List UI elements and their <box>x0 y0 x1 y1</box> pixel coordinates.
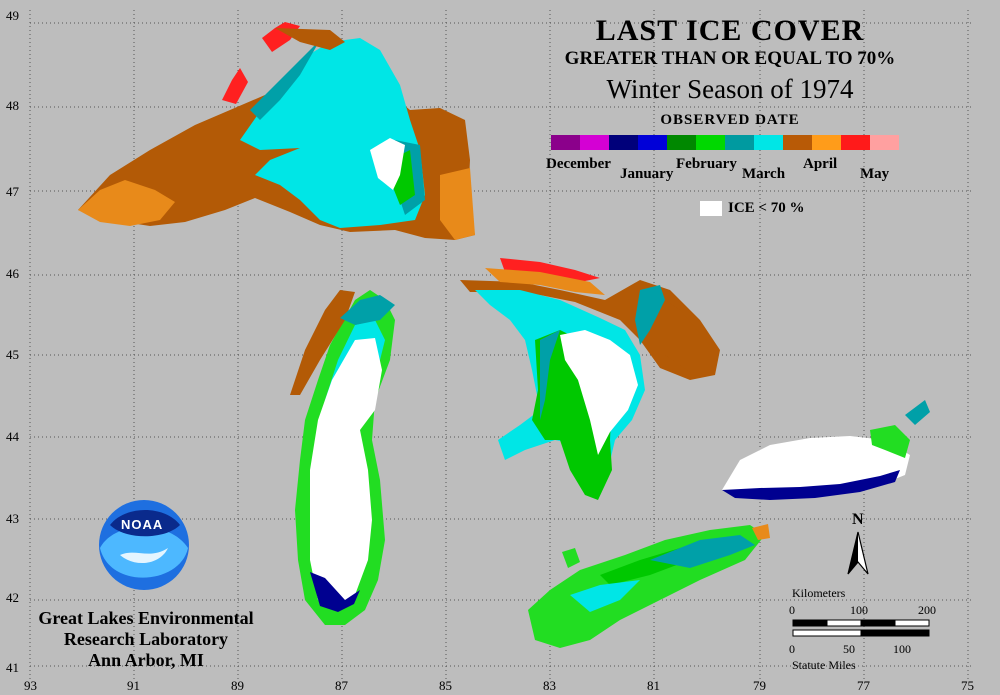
lon-label: 87 <box>335 678 348 693</box>
legend-month-march: March <box>742 166 786 182</box>
superior-white <box>370 138 405 190</box>
graticule <box>29 10 972 680</box>
lon-label: 81 <box>647 678 660 693</box>
lon-label: 93 <box>24 678 37 693</box>
ontario-navy <box>722 470 900 500</box>
legend-swatch <box>609 135 638 150</box>
lat-label: 44 <box>6 429 19 444</box>
lat-label: 42 <box>6 590 19 605</box>
lat-label: 43 <box>6 511 19 526</box>
scale-mi-label: Statute Miles <box>792 658 856 672</box>
lon-label: 91 <box>127 678 140 693</box>
map-season: Winter Season of 1974 <box>606 74 854 104</box>
org-line-3: Ann Arbor, MI <box>88 650 204 670</box>
georgian-bay-teal <box>635 285 665 345</box>
legend-month-february: February <box>676 156 737 172</box>
superior-red-nw <box>222 68 248 104</box>
legend-swatch <box>580 135 609 150</box>
michigan-teal <box>340 295 395 325</box>
scale-km-tick: 200 <box>918 603 936 617</box>
legend-swatch <box>667 135 696 150</box>
legend-swatch <box>725 135 754 150</box>
legend-swatch <box>696 135 725 150</box>
erie-teal <box>650 535 755 568</box>
scale-bars <box>792 619 930 637</box>
org-line-1: Great Lakes Environmental <box>38 608 254 628</box>
north-label: N <box>852 511 864 528</box>
huron-teal <box>540 330 560 420</box>
ice-low-swatch <box>700 201 722 216</box>
map-subtitle: GREATER THAN OR EQUAL TO 70% <box>564 48 896 69</box>
legend-color-bar <box>551 135 899 150</box>
lat-label: 47 <box>6 184 19 199</box>
legend-swatch <box>551 135 580 150</box>
noaa-logo-text: NOAA <box>121 517 164 532</box>
lon-label: 75 <box>961 678 974 693</box>
superior-brown-north <box>275 28 345 50</box>
noaa-logo <box>99 500 189 590</box>
lon-label: 89 <box>231 678 244 693</box>
legend-month-may: May <box>860 166 890 182</box>
lon-label: 79 <box>753 678 766 693</box>
north-arrow <box>847 531 869 575</box>
legend-title: OBSERVED DATE <box>660 112 800 128</box>
legend-month-january: January <box>620 166 674 182</box>
organization-credit: Great Lakes Environmental Research Labor… <box>36 608 256 671</box>
scale-km-tick: 0 <box>789 603 795 617</box>
ontario-teal <box>905 400 930 425</box>
legend-month-december: December <box>546 156 611 172</box>
lake-huron <box>460 258 720 500</box>
scale-mi-tick: 100 <box>893 642 911 656</box>
north-channel-orange <box>485 268 605 295</box>
lat-label: 45 <box>6 347 19 362</box>
lake-michigan <box>290 290 395 625</box>
superior-orange-west <box>78 180 175 226</box>
huron-white <box>560 330 638 455</box>
scale-km-tick: 100 <box>850 603 868 617</box>
legend-swatch <box>754 135 783 150</box>
lat-label: 48 <box>6 98 19 113</box>
scale-mi-tick: 50 <box>843 642 855 656</box>
org-line-2: Research Laboratory <box>63 629 229 649</box>
erie-orange <box>752 524 770 540</box>
legend-swatch <box>870 135 899 150</box>
lat-label: 46 <box>6 266 19 281</box>
st-clair-green <box>562 548 580 568</box>
erie-cyan <box>570 580 640 612</box>
title-block: LAST ICE COVER GREATER THAN OR EQUAL TO … <box>520 14 940 129</box>
map-title: LAST ICE COVER <box>595 14 865 47</box>
green-bay-brown <box>290 290 355 395</box>
lake-superior <box>78 22 475 240</box>
lat-label: 49 <box>6 8 19 23</box>
lat-label: 41 <box>6 660 19 675</box>
superior-orange-east <box>440 168 475 240</box>
michigan-navy <box>310 572 360 612</box>
legend-swatch <box>841 135 870 150</box>
scale-mi-tick: 0 <box>789 642 795 656</box>
legend-swatch <box>812 135 841 150</box>
legend-swatch <box>638 135 667 150</box>
lon-label: 85 <box>439 678 452 693</box>
ice-low-label: ICE < 70 % <box>728 200 805 216</box>
lake-ontario <box>722 400 930 500</box>
north-channel-red <box>500 258 600 282</box>
scale-km-label: Kilometers <box>792 586 846 600</box>
superior-teal <box>250 40 320 120</box>
lon-label: 77 <box>857 678 870 693</box>
michigan-white <box>310 338 382 610</box>
legend-month-april: April <box>803 156 838 172</box>
lon-label: 83 <box>543 678 556 693</box>
legend-swatch <box>783 135 812 150</box>
ontario-green <box>870 425 910 458</box>
lake-erie <box>528 524 770 648</box>
